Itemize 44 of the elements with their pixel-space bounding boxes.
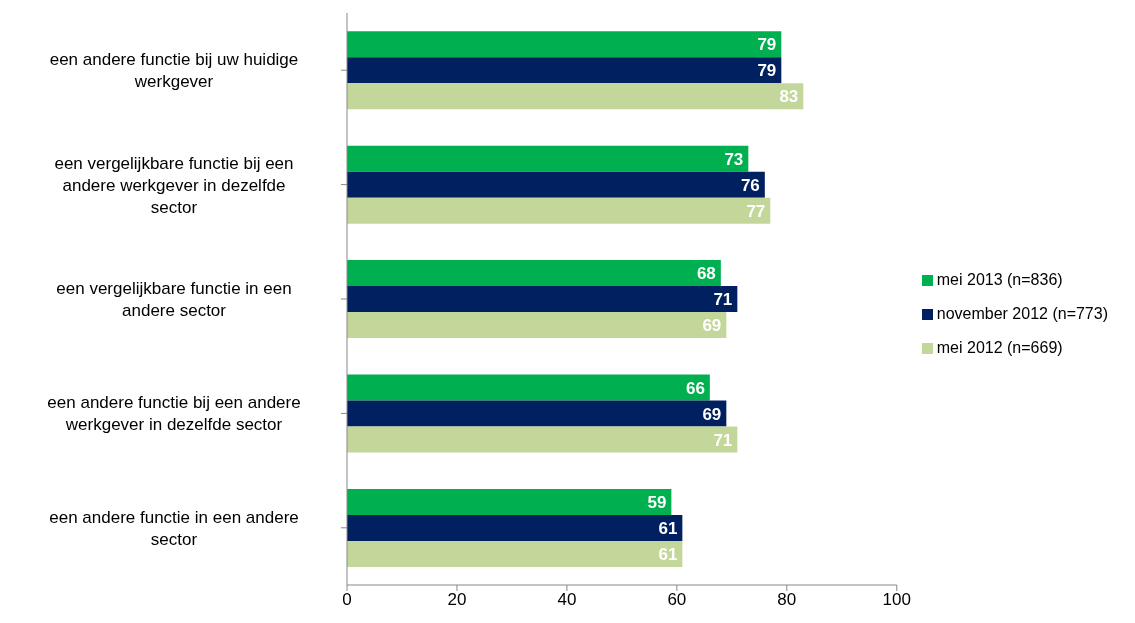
data-label: 59 xyxy=(647,492,667,512)
x-tick-label: 0 xyxy=(342,590,352,610)
data-label: 69 xyxy=(702,404,722,424)
bar xyxy=(347,260,721,287)
bar xyxy=(347,197,771,224)
bar xyxy=(347,83,804,110)
bar xyxy=(347,57,782,84)
bar xyxy=(347,514,683,541)
data-label: 73 xyxy=(724,149,744,169)
bar xyxy=(347,540,683,567)
y-tick-label: een vergelijkbare functie in een andere sector xyxy=(56,278,292,320)
x-tick-label: 20 xyxy=(447,590,467,610)
legend-label: mei 2013 (n=836) xyxy=(936,271,1063,288)
data-label: 71 xyxy=(713,290,733,310)
x-tick-label: 100 xyxy=(882,590,911,610)
data-label: 66 xyxy=(685,378,705,398)
data-label: 69 xyxy=(702,316,722,336)
data-label: 68 xyxy=(696,264,716,284)
bar xyxy=(347,312,727,339)
y-tick-label: een andere functie in een andere sector xyxy=(49,507,299,549)
bar xyxy=(347,400,727,427)
data-label: 61 xyxy=(658,544,678,564)
data-label: 77 xyxy=(746,201,766,221)
x-tick-label: 80 xyxy=(777,590,797,610)
legend-label: november 2012 (n=773) xyxy=(936,305,1108,322)
data-label: 79 xyxy=(757,61,777,81)
y-tick-label: een vergelijkbare functie bij een andere werkgever in dezelfde sector xyxy=(54,153,294,217)
x-tick-label: 60 xyxy=(667,590,687,610)
bar xyxy=(347,31,782,58)
x-tick-label: 40 xyxy=(557,590,577,610)
data-label: 61 xyxy=(658,518,678,538)
data-label: 83 xyxy=(779,87,799,107)
data-label: 79 xyxy=(757,35,777,55)
bar xyxy=(347,426,738,453)
bar xyxy=(347,286,738,313)
y-tick-label: een andere functie bij uw huidige werkgever xyxy=(49,49,299,91)
bar xyxy=(347,488,672,515)
data-label: 71 xyxy=(713,430,733,450)
y-tick-label: een andere functie bij een andere werkgever in dezelfde sector xyxy=(47,392,301,434)
legend-label: mei 2012 (n=669) xyxy=(936,339,1063,356)
bar xyxy=(347,145,749,172)
bar xyxy=(347,171,765,198)
bar xyxy=(347,374,710,401)
data-label: 76 xyxy=(740,175,760,195)
